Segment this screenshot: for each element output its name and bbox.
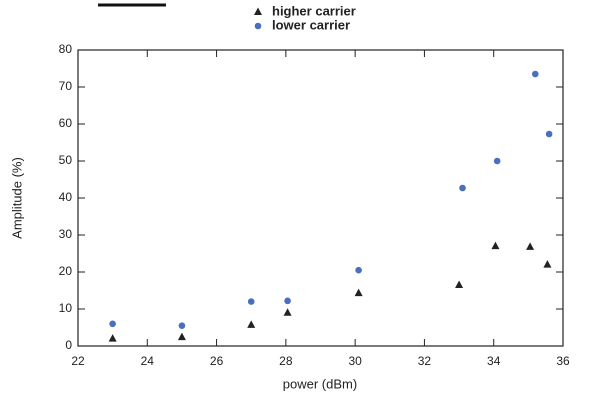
- legend-marker: [254, 22, 262, 30]
- data-point: [247, 298, 255, 305]
- legend-label: lower carrier: [272, 17, 350, 32]
- data-point: [459, 184, 466, 192]
- data-point: [455, 280, 464, 288]
- y-tick-label: 40: [59, 190, 73, 204]
- data-point: [355, 266, 362, 274]
- x-tick-label: 22: [71, 354, 85, 368]
- data-point: [543, 260, 552, 268]
- y-tick-label: 20: [59, 264, 73, 278]
- data-point: [531, 70, 539, 78]
- data-point: [354, 288, 363, 297]
- data-point: [526, 242, 535, 250]
- data-point: [177, 332, 186, 341]
- data-point: [178, 322, 186, 329]
- y-tick-label: 10: [59, 301, 73, 315]
- data-point: [491, 241, 500, 250]
- y-tick-label: 0: [65, 338, 72, 352]
- y-axis-label: Amplitude (%): [9, 157, 24, 239]
- plot-frame: [77, 49, 564, 347]
- y-tick-label: 80: [59, 42, 73, 56]
- x-tick-label: 30: [348, 354, 362, 368]
- legend-label: higher carrier: [272, 3, 356, 18]
- data-point: [247, 320, 256, 328]
- x-tick-label: 34: [487, 354, 501, 368]
- x-tick-label: 24: [141, 354, 155, 368]
- y-tick-label: 70: [59, 79, 73, 93]
- data-point: [109, 320, 116, 328]
- data-point: [284, 297, 291, 305]
- x-tick-label: 32: [418, 354, 432, 368]
- y-tick-label: 50: [59, 153, 73, 167]
- data-point: [493, 157, 501, 165]
- data-point: [108, 334, 117, 342]
- x-axis-label: power (dBm): [283, 376, 357, 391]
- data-point: [283, 308, 292, 316]
- x-tick-label: 28: [279, 354, 293, 368]
- data-point: [545, 130, 553, 138]
- y-tick-label: 60: [59, 116, 73, 130]
- y-tick-label: 30: [59, 227, 73, 241]
- x-tick-label: 26: [210, 354, 224, 368]
- x-tick-label: 36: [556, 354, 570, 368]
- legend-marker: [254, 7, 262, 15]
